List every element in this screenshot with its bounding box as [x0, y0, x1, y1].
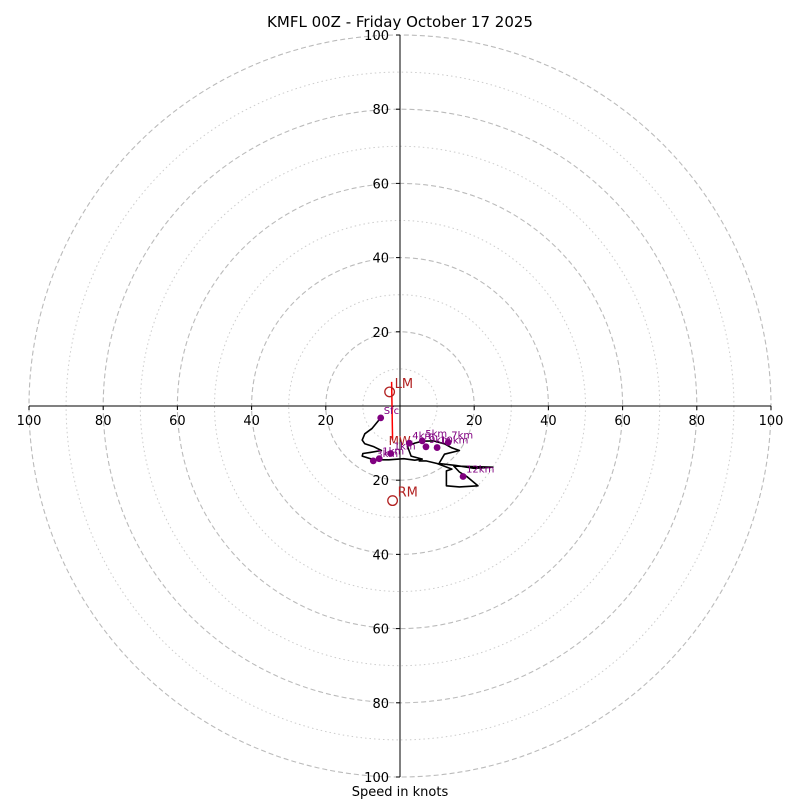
y-tick-label: 20	[372, 474, 389, 489]
height-label-5km: 5km	[425, 429, 447, 440]
height-marker-3km	[369, 457, 377, 465]
height-marker-9km	[422, 443, 430, 451]
height-marker-7km	[444, 438, 452, 446]
y-tick-label: 80	[372, 103, 389, 118]
axes	[29, 35, 771, 777]
wind-trace-line	[361, 417, 494, 488]
x-tick-label: 60	[169, 414, 186, 429]
height-marker-12km	[459, 473, 467, 480]
y-tick-label: 40	[372, 252, 389, 267]
height-marker-1km	[375, 455, 383, 463]
storm-motion-vector	[390, 381, 394, 441]
x-tick-label: 60	[614, 414, 631, 429]
storm-point-rm	[387, 495, 399, 507]
x-tick-label: 20	[318, 414, 335, 429]
height-label-1km: 1km	[394, 441, 416, 452]
y-tick-label: 100	[364, 29, 389, 44]
storm-label-rm: RM	[398, 486, 418, 501]
x-tick-label: 80	[95, 414, 112, 429]
height-markers: Sfc3km1km1km4km5km9km10km7km12km	[369, 406, 494, 480]
storm-label-lm: LM	[395, 377, 413, 392]
x-axis-label: Speed in knots	[352, 785, 449, 800]
height-label-4km: 4km	[412, 431, 434, 442]
height-marker-1km	[387, 450, 395, 457]
height-label-3km: 3km	[376, 449, 398, 460]
height-marker-4km	[405, 439, 413, 447]
x-tick-label: 40	[243, 414, 260, 429]
wind-trace	[361, 417, 494, 488]
tick-labels: 100 80 60 40 20 20 40 60 80 100 100 80 60 40 20 20 40 60 8…	[17, 29, 784, 786]
x-tick-label: 20	[466, 414, 483, 429]
height-label-12km: 12km	[466, 464, 494, 475]
y-tick-label: 40	[372, 548, 389, 563]
height-label-10km: 10km	[440, 436, 468, 447]
height-label-9km: 9km	[429, 435, 451, 446]
storm-point-lm	[384, 386, 396, 398]
x-tick-label: 40	[540, 414, 557, 429]
y-tick-label: 60	[372, 623, 389, 638]
y-tick-label: 60	[372, 177, 389, 192]
height-marker-Sfc	[377, 414, 385, 422]
storm-motion: LM MW RM	[384, 377, 418, 507]
height-label-7km: 7km	[451, 430, 473, 441]
y-tick-label: 80	[372, 697, 389, 712]
height-marker-5km	[418, 437, 426, 445]
y-tick-label: 20	[372, 326, 389, 341]
height-marker-10km	[433, 444, 441, 451]
chart-title: KMFL 00Z - Friday October 17 2025	[267, 13, 533, 31]
x-tick-label: 100	[17, 414, 42, 429]
x-tick-label: 100	[759, 414, 784, 429]
storm-label-mw: MW	[389, 434, 411, 448]
x-tick-label: 80	[689, 414, 706, 429]
height-label-Sfc: Sfc	[384, 406, 399, 417]
y-tick-label: 100	[364, 771, 389, 786]
